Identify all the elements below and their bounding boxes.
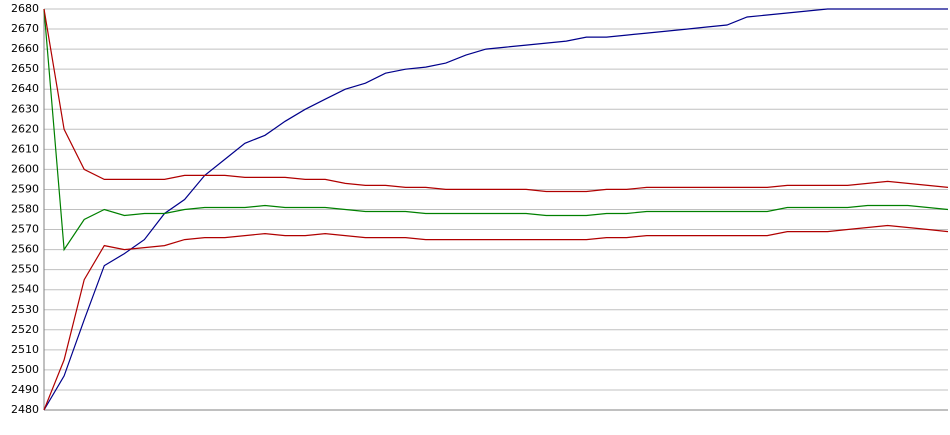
y-tick-label: 2610 [11, 142, 39, 155]
y-tick-label: 2500 [11, 363, 39, 376]
y-tick-label: 2670 [11, 22, 39, 35]
y-tick-label: 2550 [11, 263, 39, 276]
y-tick-label: 2560 [11, 243, 39, 256]
y-tick-label: 2520 [11, 323, 39, 336]
y-tick-label: 2570 [11, 223, 39, 236]
y-tick-label: 2630 [11, 102, 39, 115]
y-tick-label: 2590 [11, 182, 39, 195]
y-tick-label: 2580 [11, 203, 39, 216]
y-tick-label: 2640 [11, 82, 39, 95]
y-tick-label: 2660 [11, 42, 39, 55]
y-tick-label: 2490 [11, 383, 39, 396]
y-tick-label: 2680 [11, 2, 39, 15]
series-line [43, 224, 949, 411]
series-line [43, 8, 948, 411]
y-tick-label: 2650 [11, 62, 39, 75]
series-line [43, 8, 949, 252]
y-tick-label: 2620 [11, 122, 39, 135]
series-line [43, 8, 949, 193]
y-tick-label: 2540 [11, 283, 39, 296]
y-tick-label: 2510 [11, 343, 39, 356]
y-tick-label: 2480 [11, 403, 39, 416]
y-tick-label: 2530 [11, 303, 39, 316]
y-tick-label: 2600 [11, 162, 39, 175]
